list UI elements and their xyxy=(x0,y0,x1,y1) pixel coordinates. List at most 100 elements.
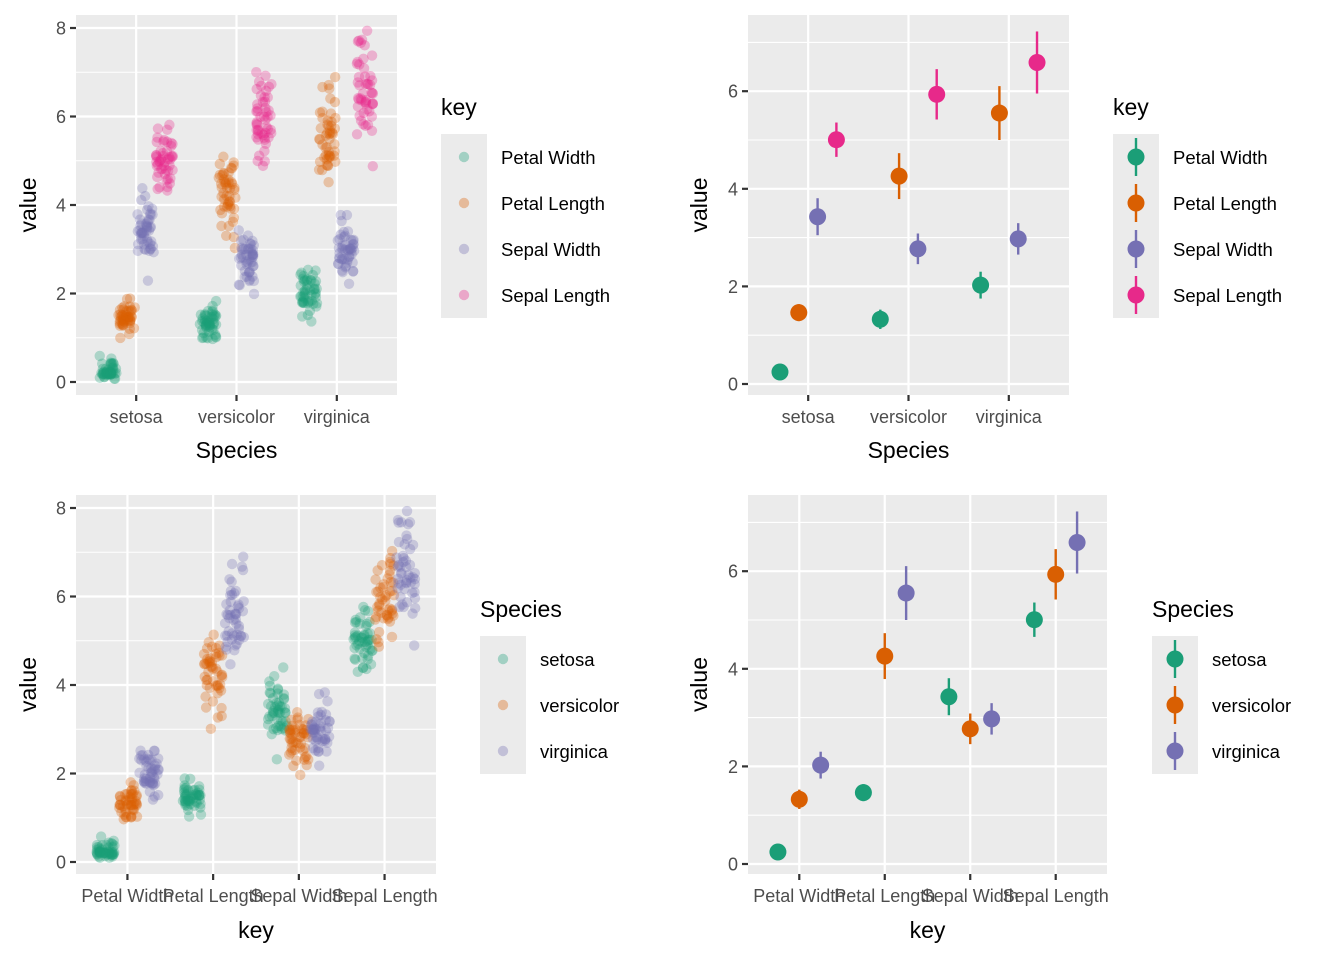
data-point xyxy=(119,316,130,327)
data-point xyxy=(126,311,137,322)
data-point xyxy=(259,96,271,107)
pointrange-virginica-sepal-length xyxy=(1028,31,1046,94)
data-point xyxy=(366,50,378,61)
data-point xyxy=(245,238,257,250)
data-point xyxy=(367,88,379,99)
data-point xyxy=(106,838,117,849)
data-point xyxy=(247,235,258,247)
data-point xyxy=(121,788,133,800)
data-point xyxy=(407,608,418,619)
data-point xyxy=(107,362,119,373)
data-point xyxy=(126,810,137,822)
data-point xyxy=(204,682,216,694)
data-point xyxy=(355,115,367,126)
data-point xyxy=(340,239,351,251)
data-point xyxy=(107,838,118,850)
data-point xyxy=(238,243,249,255)
legend-key-point xyxy=(1127,286,1145,304)
data-point xyxy=(361,25,373,36)
data-point xyxy=(236,242,247,254)
data-point xyxy=(300,287,311,298)
data-point xyxy=(181,782,192,794)
data-point xyxy=(136,755,147,766)
data-point xyxy=(362,605,374,617)
data-point xyxy=(138,230,150,242)
data-point xyxy=(225,585,237,597)
data-point xyxy=(360,120,371,132)
data-point xyxy=(372,586,384,597)
data-point xyxy=(144,754,155,765)
data-point xyxy=(258,111,270,123)
data-point xyxy=(105,369,117,380)
data-point xyxy=(106,353,117,364)
data-point xyxy=(298,297,310,309)
data-point xyxy=(251,83,262,95)
data-point xyxy=(319,735,331,747)
data-point xyxy=(128,804,139,816)
legend-title: Species xyxy=(480,596,562,622)
data-point xyxy=(205,661,217,673)
data-point xyxy=(184,796,195,807)
data-point xyxy=(275,715,287,726)
data-point xyxy=(304,305,316,317)
data-point xyxy=(315,709,326,721)
data-point xyxy=(319,152,330,163)
data-point xyxy=(214,169,226,181)
data-point xyxy=(347,235,359,246)
legend-label: Petal Width xyxy=(1173,147,1268,168)
data-point xyxy=(394,561,406,572)
data-point xyxy=(107,851,118,862)
data-point xyxy=(134,753,145,764)
data-point xyxy=(221,230,232,241)
data-point xyxy=(144,786,156,797)
data-point xyxy=(202,674,213,685)
data-point xyxy=(244,254,255,265)
data-point xyxy=(228,231,239,243)
data-point xyxy=(305,274,316,286)
data-point xyxy=(105,849,117,860)
data-point xyxy=(375,582,386,593)
data-point xyxy=(323,731,335,742)
data-point xyxy=(124,794,135,805)
data-point xyxy=(199,658,210,670)
data-point xyxy=(345,243,357,255)
data-point xyxy=(329,71,341,83)
data-point xyxy=(97,844,108,855)
data-point xyxy=(343,278,355,290)
data-point xyxy=(299,289,311,300)
data-point xyxy=(358,53,369,64)
legend-key-background xyxy=(441,134,487,318)
mean-point xyxy=(940,688,958,706)
data-point xyxy=(393,517,404,528)
data-point xyxy=(377,581,389,593)
data-point xyxy=(244,238,256,249)
data-point xyxy=(388,560,399,571)
data-point xyxy=(386,604,398,615)
data-point xyxy=(301,751,312,762)
data-point xyxy=(137,749,148,761)
data-point xyxy=(298,276,310,287)
data-point xyxy=(401,533,413,545)
data-point xyxy=(91,846,102,858)
data-point xyxy=(309,727,320,738)
data-point xyxy=(398,553,409,564)
data-point xyxy=(384,556,396,568)
data-point xyxy=(259,156,270,167)
data-point xyxy=(180,790,192,801)
data-point xyxy=(106,367,117,379)
data-point xyxy=(228,614,239,626)
data-point xyxy=(126,793,138,804)
data-point xyxy=(342,244,353,256)
data-point xyxy=(154,156,166,167)
data-point xyxy=(360,78,371,90)
data-point xyxy=(295,738,307,749)
data-point xyxy=(185,798,196,810)
data-point xyxy=(343,251,355,262)
panel-pointrange-by-species: 0 2 4 6 setosa versicolor virginica Species valu… xyxy=(686,15,1282,463)
data-point xyxy=(106,849,118,860)
data-point xyxy=(351,640,362,651)
data-point xyxy=(387,585,398,596)
data-point xyxy=(196,324,208,336)
data-point xyxy=(117,800,129,812)
data-point xyxy=(317,112,328,124)
